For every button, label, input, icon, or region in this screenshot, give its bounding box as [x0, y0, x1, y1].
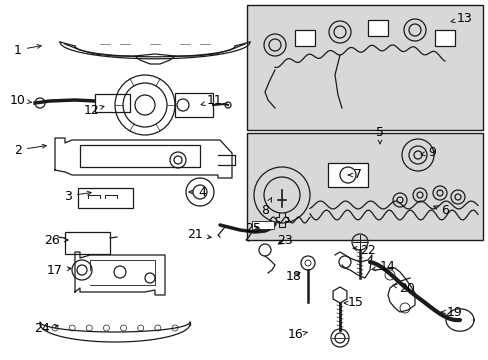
Text: 9: 9	[420, 145, 435, 158]
Bar	[80, 145, 200, 167]
Text: 5: 5	[375, 126, 383, 144]
Text: 24: 24	[34, 321, 58, 334]
Text: 8: 8	[261, 198, 271, 216]
Text: 1: 1	[14, 44, 41, 57]
Bar	[246, 5, 482, 130]
Text: 14: 14	[371, 261, 395, 274]
Text: 3: 3	[64, 189, 91, 202]
Text: 11: 11	[201, 94, 223, 108]
Bar	[246, 133, 482, 240]
Text: 15: 15	[344, 297, 363, 310]
Bar	[175, 93, 213, 117]
Bar	[367, 20, 387, 36]
Text: 19: 19	[441, 306, 462, 319]
Bar	[434, 30, 454, 46]
Text: 20: 20	[392, 282, 414, 294]
Text: 21: 21	[187, 229, 211, 242]
Text: 2: 2	[14, 144, 46, 157]
Text: 12: 12	[84, 104, 104, 117]
Bar	[78, 188, 133, 208]
Text: 26: 26	[44, 234, 68, 247]
Text: 4: 4	[188, 185, 205, 198]
Bar	[251, 221, 273, 229]
Text: 10: 10	[10, 94, 32, 107]
Text: 17: 17	[47, 264, 71, 276]
Text: 25: 25	[244, 221, 261, 234]
Bar	[65, 232, 110, 254]
Text: 18: 18	[285, 270, 301, 284]
Text: 23: 23	[277, 234, 292, 247]
Bar	[95, 94, 130, 112]
Text: 16: 16	[287, 328, 306, 342]
Bar	[327, 163, 367, 187]
Text: 7: 7	[347, 168, 361, 181]
Bar	[294, 30, 314, 46]
Text: 22: 22	[352, 243, 375, 256]
Text: 13: 13	[450, 12, 472, 24]
Text: 6: 6	[433, 203, 448, 216]
